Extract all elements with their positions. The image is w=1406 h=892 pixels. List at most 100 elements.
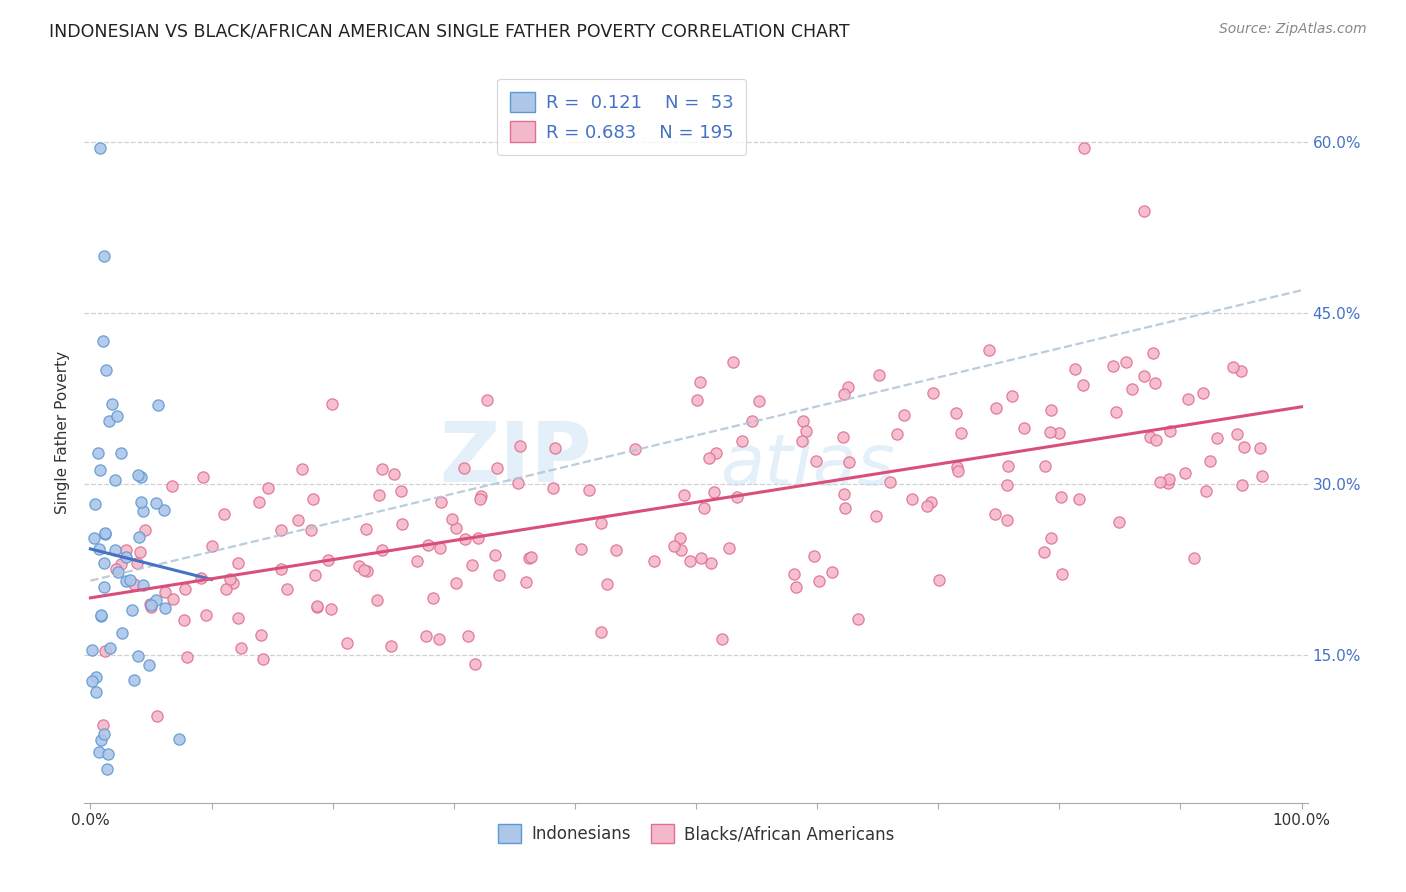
Point [415, 629, 437, 643]
Point [945, 406, 967, 420]
Point [785, 580, 807, 594]
Point [105, 562, 128, 576]
Point [90, 607, 112, 622]
Point [794, 425, 817, 439]
Point [212, 507, 235, 521]
Point [127, 648, 149, 663]
Point [1104, 405, 1126, 419]
Point [477, 392, 499, 407]
Point [949, 425, 972, 440]
Point [160, 479, 183, 493]
Point [838, 455, 860, 469]
Point [129, 545, 152, 559]
Point [1157, 476, 1180, 491]
Point [1159, 425, 1181, 439]
Point [792, 414, 814, 428]
Point [90, 733, 112, 747]
Point [304, 567, 326, 582]
Point [1115, 354, 1137, 368]
Point [703, 485, 725, 500]
Point [710, 632, 733, 646]
Point [229, 641, 252, 656]
Point [121, 603, 143, 617]
Point [1101, 359, 1123, 374]
Point [1230, 478, 1253, 492]
Point [1206, 431, 1229, 445]
Text: ZIP: ZIP [440, 418, 592, 499]
Point [120, 573, 142, 587]
Point [664, 539, 686, 553]
Point [90, 609, 112, 624]
Point [132, 578, 155, 592]
Point [515, 575, 537, 590]
Point [1177, 392, 1199, 406]
Point [93, 249, 115, 263]
Point [1182, 551, 1205, 566]
Point [591, 624, 613, 639]
Point [1199, 454, 1222, 468]
Text: Source: ZipAtlas.com: Source: ZipAtlas.com [1219, 22, 1367, 37]
Point [1133, 203, 1156, 218]
Point [1050, 490, 1073, 504]
Point [190, 571, 212, 585]
Point [321, 397, 343, 411]
Point [519, 550, 541, 565]
Point [1149, 475, 1171, 489]
Point [1035, 458, 1057, 473]
Point [1069, 492, 1091, 507]
Point [93, 727, 115, 741]
Point [115, 542, 138, 557]
Point [643, 554, 665, 568]
Point [1233, 440, 1256, 454]
Point [406, 554, 429, 568]
Point [153, 584, 176, 599]
Point [191, 469, 214, 483]
Point [84, 670, 107, 684]
Point [169, 731, 191, 746]
Point [484, 548, 506, 562]
Point [366, 593, 388, 607]
Point [1226, 427, 1249, 442]
Point [105, 409, 128, 423]
Point [984, 401, 1007, 415]
Point [832, 487, 855, 501]
Point [792, 434, 814, 448]
Point [100, 641, 122, 656]
Point [467, 531, 489, 545]
Point [984, 508, 1007, 522]
Point [920, 495, 942, 509]
Point [430, 495, 453, 509]
Point [371, 543, 394, 558]
Point [834, 387, 856, 401]
Point [155, 600, 177, 615]
Point [1071, 377, 1094, 392]
Point [96, 762, 118, 776]
Point [356, 564, 378, 578]
Point [111, 626, 134, 640]
Point [94, 527, 117, 541]
Point [517, 550, 540, 565]
Point [146, 709, 169, 723]
Point [97, 414, 120, 428]
Point [997, 459, 1019, 474]
Point [977, 343, 1000, 357]
Point [488, 567, 510, 582]
Point [1133, 368, 1156, 383]
Point [1143, 376, 1166, 390]
Point [316, 552, 339, 566]
Point [1108, 515, 1130, 529]
Point [1121, 382, 1143, 396]
Point [569, 541, 592, 556]
Point [995, 478, 1018, 492]
Point [668, 531, 690, 545]
Point [541, 481, 564, 495]
Point [821, 566, 844, 580]
Point [80, 673, 103, 688]
Point [690, 551, 713, 566]
Point [1047, 425, 1070, 440]
Point [125, 556, 148, 570]
Point [354, 522, 377, 536]
Point [287, 512, 309, 526]
Point [879, 475, 901, 490]
Point [679, 554, 702, 568]
